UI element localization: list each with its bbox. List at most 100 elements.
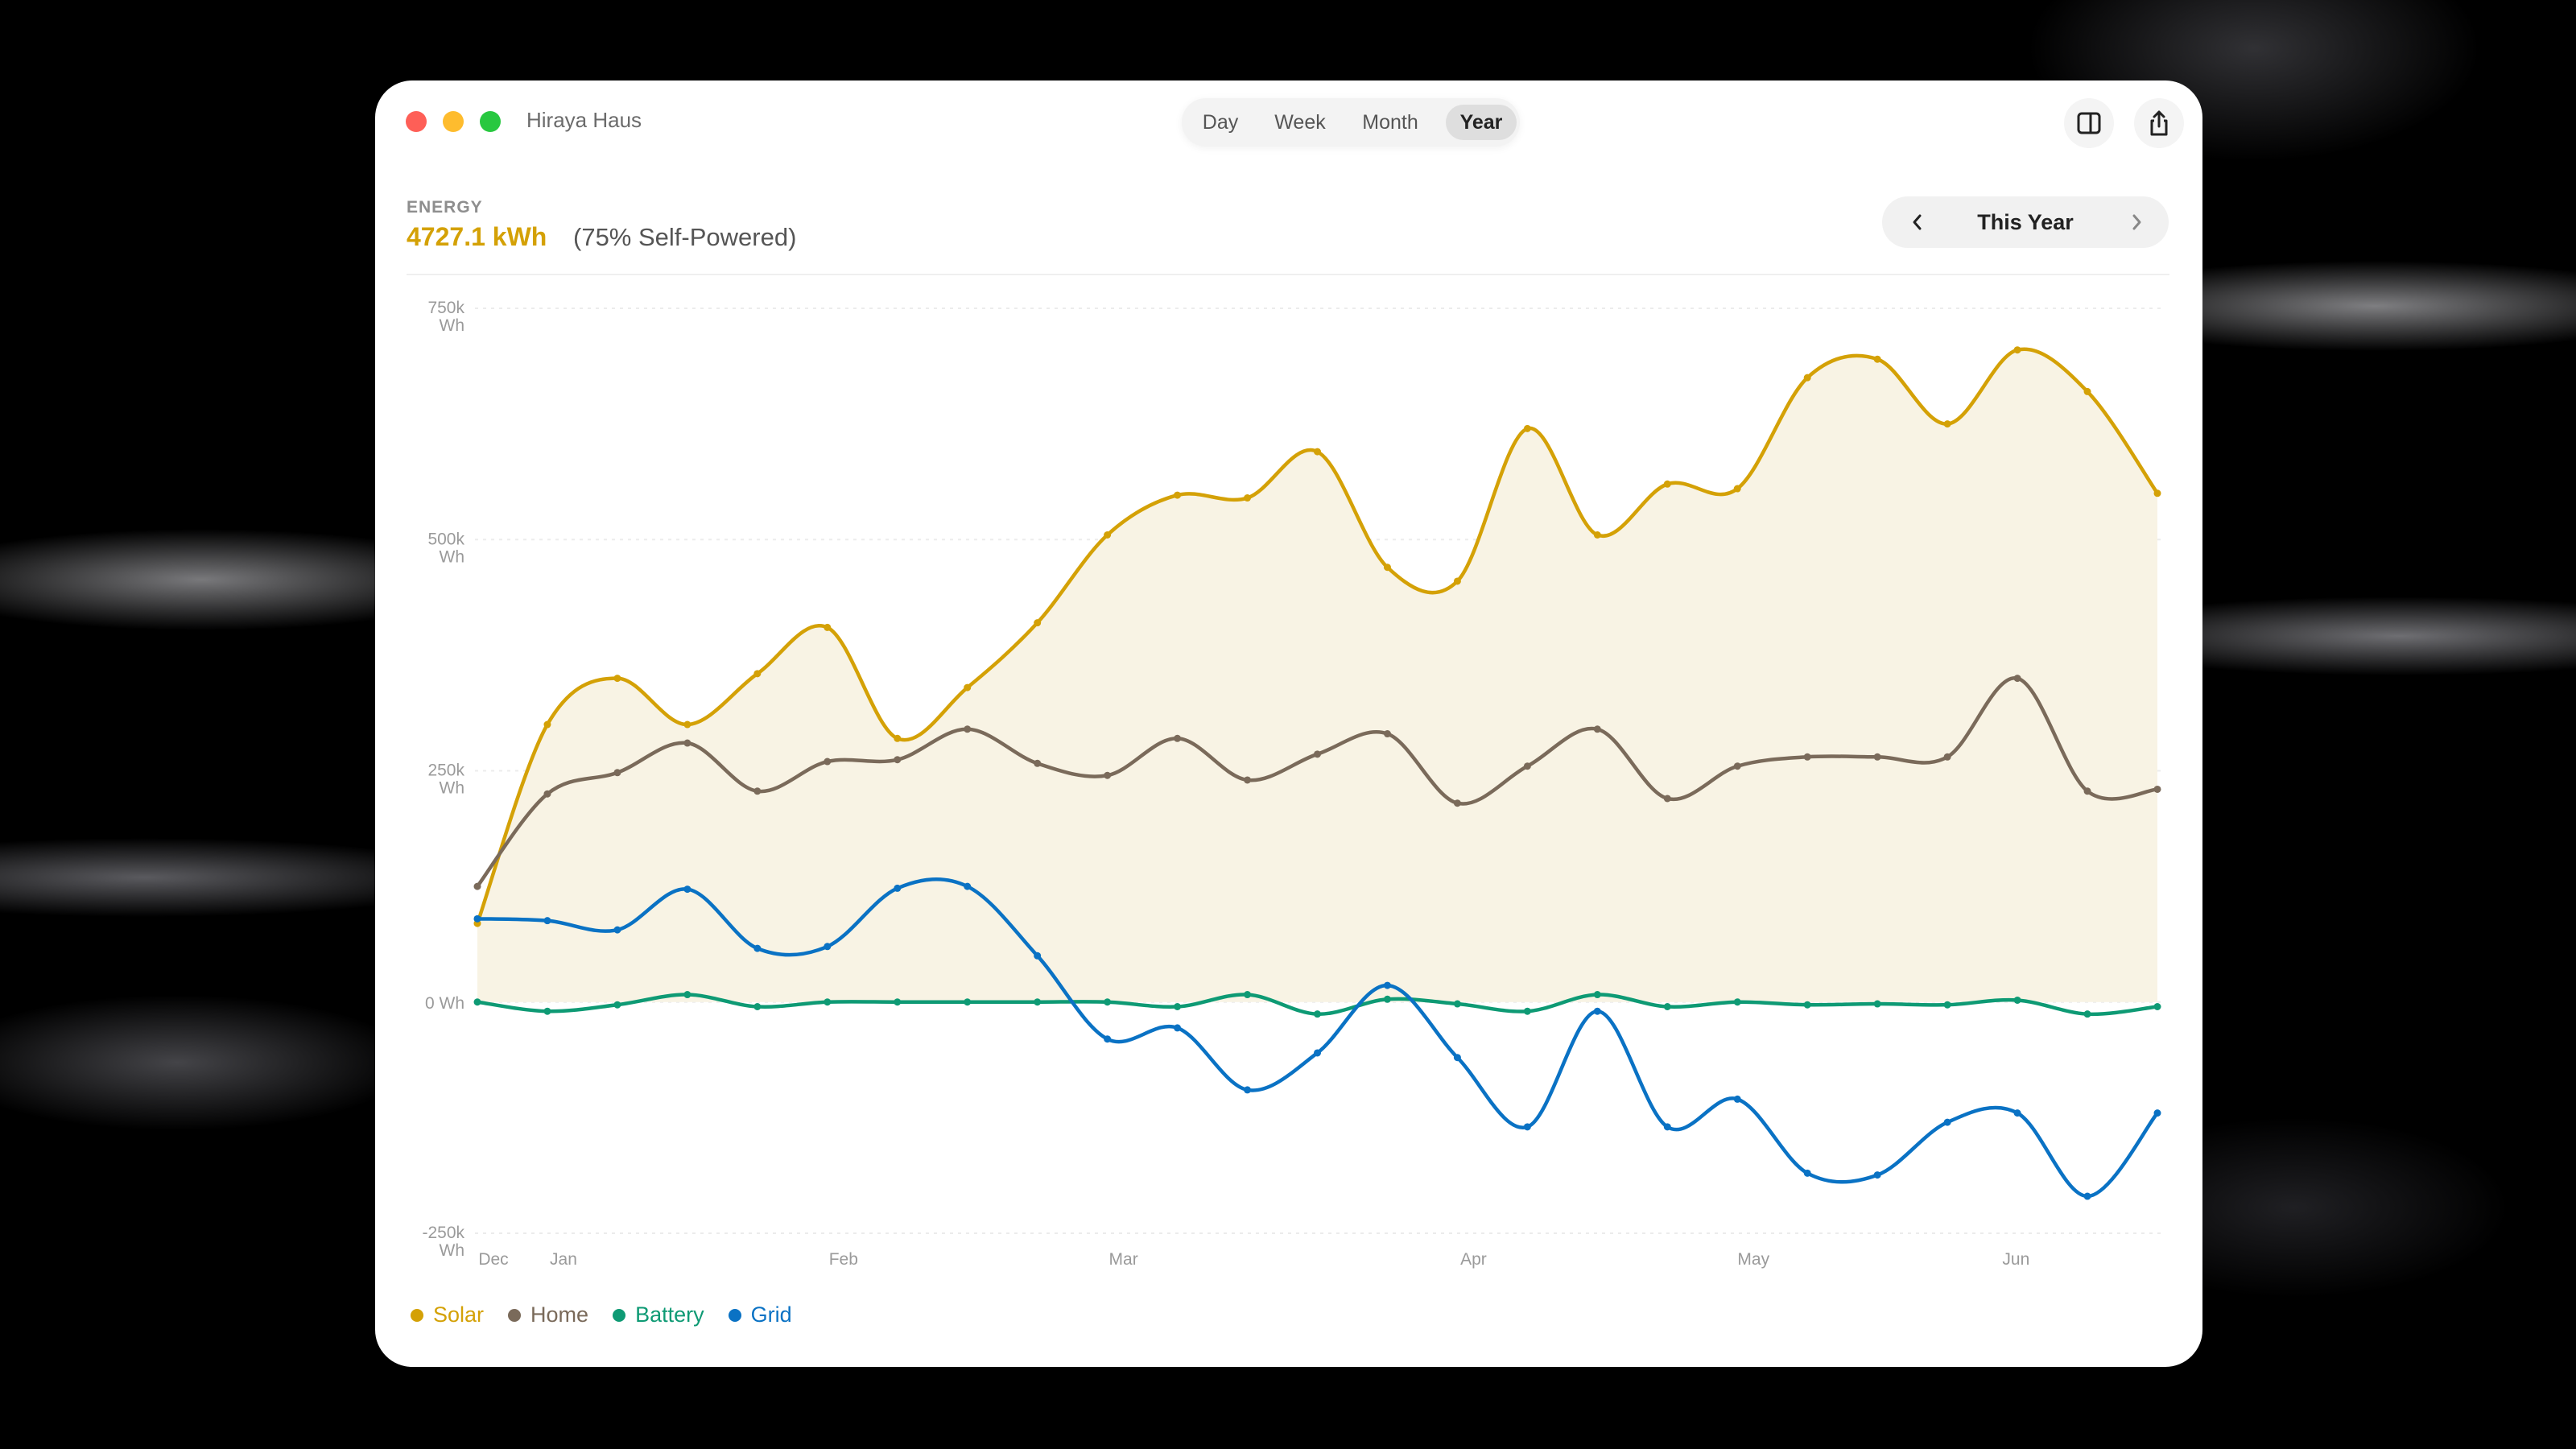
x-tick-label: Jan (550, 1250, 577, 1269)
home-data-point (964, 725, 971, 733)
solar-data-point (1524, 425, 1531, 432)
solar-data-point (1244, 494, 1251, 502)
solar-data-point (964, 684, 971, 691)
home-data-point (824, 758, 831, 766)
battery-data-point (543, 1008, 551, 1015)
home-data-point (1104, 772, 1111, 779)
battery-data-point (1594, 991, 1601, 998)
battery-data-point (1944, 1001, 1951, 1009)
legend-item-home: Home (508, 1302, 588, 1327)
solar-data-point (543, 721, 551, 729)
home-data-point (753, 787, 761, 795)
battery-data-point (1804, 1001, 1811, 1009)
home-data-point (1874, 753, 1881, 761)
battery-data-point (964, 998, 971, 1005)
legend-item-battery: Battery (613, 1302, 704, 1327)
solar-data-point (1034, 619, 1041, 626)
home-data-point (683, 740, 691, 747)
grid-data-point (894, 885, 901, 892)
home-data-point (1594, 725, 1601, 733)
home-data-point (1734, 762, 1741, 770)
y-tick-label: 250k (427, 762, 464, 780)
home-data-point (2014, 675, 2021, 682)
legend-label: Solar (433, 1302, 484, 1327)
grid-data-point (2084, 1193, 2091, 1200)
legend-dot (411, 1309, 423, 1322)
grid-data-point (1804, 1170, 1811, 1177)
home-data-point (1664, 795, 1671, 802)
battery-data-point (1734, 998, 1741, 1005)
y-tick-label: 0 Wh (425, 994, 464, 1013)
solar-data-point (1664, 481, 1671, 488)
x-tick-label: Apr (1460, 1250, 1487, 1269)
solar-data-point (1944, 420, 1951, 427)
x-tick-label: Jun (2002, 1250, 2029, 1269)
grid-data-point (1244, 1086, 1251, 1093)
home-data-point (2084, 787, 2091, 795)
legend-item-solar: Solar (411, 1302, 484, 1327)
battery-data-point (753, 1003, 761, 1010)
battery-data-point (2154, 1003, 2161, 1010)
solar-data-point (1454, 577, 1461, 584)
grid-data-point (1034, 952, 1041, 960)
home-data-point (474, 883, 481, 890)
y-tick-unit: Wh (440, 316, 465, 335)
grid-data-point (1454, 1054, 1461, 1061)
grid-data-point (1314, 1049, 1321, 1056)
solar-data-point (1174, 492, 1181, 499)
battery-data-point (2014, 997, 2021, 1004)
grid-data-point (2154, 1109, 2161, 1117)
home-data-point (613, 769, 621, 776)
grid-data-point (824, 943, 831, 950)
solar-data-point (2014, 346, 2021, 353)
solar-data-point (753, 670, 761, 677)
solar-data-point (1874, 356, 1881, 363)
home-data-point (1524, 762, 1531, 770)
battery-data-point (1874, 1001, 1881, 1008)
battery-data-point (1314, 1010, 1321, 1018)
home-data-point (1454, 799, 1461, 807)
battery-data-point (1454, 1001, 1461, 1008)
solar-data-point (1804, 374, 1811, 382)
battery-data-point (2084, 1010, 2091, 1018)
y-tick-unit: Wh (440, 547, 465, 566)
home-data-point (543, 791, 551, 798)
grid-data-point (1524, 1123, 1531, 1130)
battery-data-point (613, 1001, 621, 1009)
x-tick-label: Dec (478, 1250, 508, 1269)
legend-label: Grid (751, 1302, 792, 1327)
solar-area (477, 349, 2157, 1002)
battery-data-point (1384, 996, 1391, 1003)
solar-data-point (824, 624, 831, 631)
home-data-point (2154, 786, 2161, 793)
legend-label: Battery (635, 1302, 704, 1327)
home-data-point (1944, 753, 1951, 761)
solar-data-point (1594, 531, 1601, 539)
battery-data-point (894, 998, 901, 1005)
solar-data-point (1104, 531, 1111, 539)
battery-data-point (1174, 1003, 1181, 1010)
solar-data-point (683, 721, 691, 729)
battery-data-point (1524, 1008, 1531, 1015)
grid-data-point (1664, 1123, 1671, 1130)
y-tick-label: 500k (427, 530, 464, 548)
solar-data-point (1314, 448, 1321, 456)
solar-data-point (2154, 489, 2161, 497)
solar-data-point (1384, 564, 1391, 571)
x-tick-label: Mar (1109, 1250, 1138, 1269)
solar-data-point (894, 735, 901, 742)
home-data-point (894, 756, 901, 763)
grid-data-point (753, 945, 761, 952)
home-data-point (1384, 730, 1391, 737)
y-tick-unit: Wh (440, 779, 465, 798)
x-tick-label: Feb (829, 1250, 858, 1269)
grid-data-point (1944, 1119, 1951, 1126)
legend-label: Home (530, 1302, 588, 1327)
grid-data-point (1104, 1035, 1111, 1042)
battery-data-point (1244, 991, 1251, 998)
grid-data-point (1594, 1008, 1601, 1015)
battery-data-point (1664, 1003, 1671, 1010)
legend-dot (508, 1309, 521, 1322)
grid-data-point (613, 927, 621, 934)
